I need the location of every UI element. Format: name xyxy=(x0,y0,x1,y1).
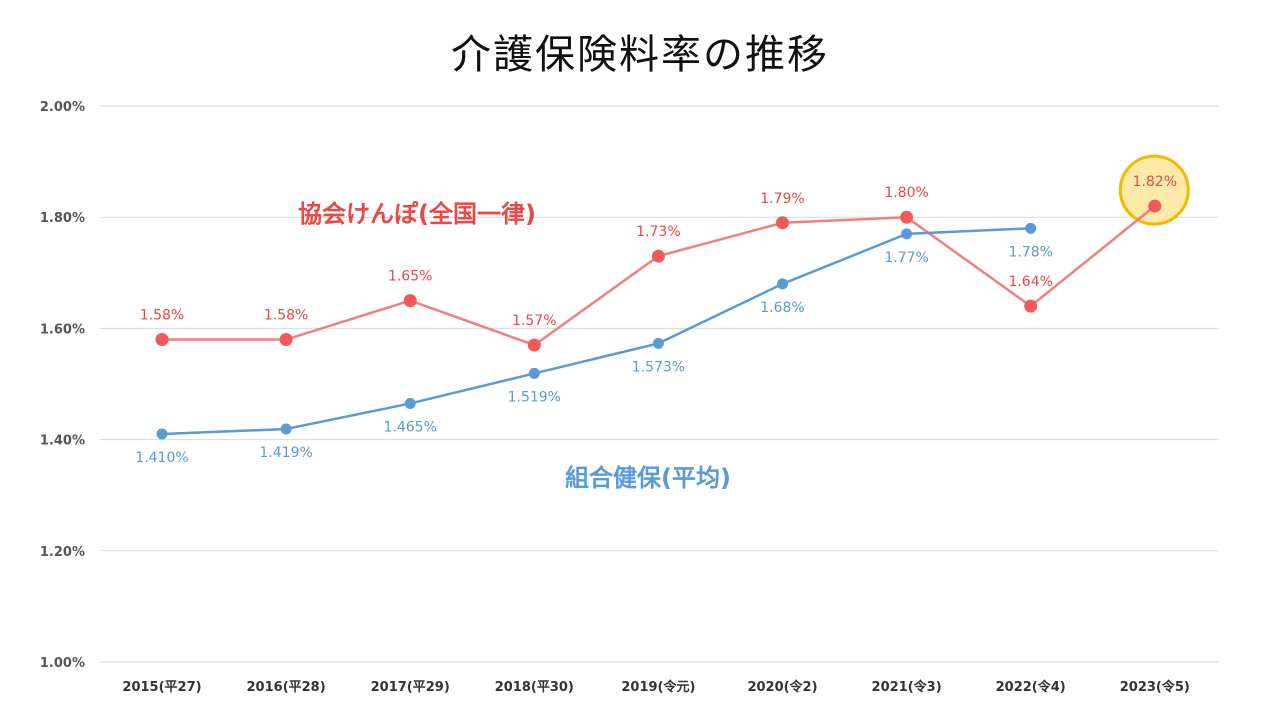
data-label: 1.80% xyxy=(884,185,928,201)
data-label: 1.519% xyxy=(508,389,561,405)
data-point xyxy=(155,333,169,347)
data-point xyxy=(527,338,541,352)
data-point xyxy=(1025,222,1037,234)
data-label: 1.65% xyxy=(388,269,432,285)
data-point xyxy=(776,216,789,230)
x-tick-label: 2015(平27) xyxy=(122,680,201,695)
series-names: 協会けんぽ(全国一律) 組合健保(平均) xyxy=(298,200,731,492)
x-tick-label: 2020(令2) xyxy=(747,679,817,695)
data-point xyxy=(1148,199,1162,213)
highlight-marker xyxy=(1118,154,1190,226)
x-tick-label: 2021(令3) xyxy=(872,679,942,695)
data-label: 1.68% xyxy=(760,300,804,316)
data-point xyxy=(900,210,914,224)
data-label: 1.82% xyxy=(1133,174,1177,190)
y-tick-label: 1.80% xyxy=(40,211,85,226)
data-label: 1.77% xyxy=(884,250,928,266)
y-tick-label: 1.40% xyxy=(40,434,85,449)
data-point xyxy=(403,294,417,308)
x-tick-label: 2016(平28) xyxy=(247,680,326,695)
data-labels: 1.58% 1.58% 1.65% 1.57% 1.73% 1.79% 1.80% 1.64%… xyxy=(135,174,1177,466)
series-name-kyokai: 協会けんぽ(全国一律) xyxy=(298,200,536,228)
data-label: 1.58% xyxy=(140,308,184,324)
series-name-kumiai: 組合健保(平均) xyxy=(565,464,731,492)
y-tick-label: 1.20% xyxy=(40,545,85,560)
series-points xyxy=(155,199,1162,440)
data-label: 1.78% xyxy=(1008,244,1052,260)
x-tick-label: 2019(令元) xyxy=(621,679,695,695)
data-point xyxy=(280,423,292,435)
data-label: 1.57% xyxy=(512,313,556,329)
data-point xyxy=(1024,299,1038,313)
data-label: 1.73% xyxy=(636,224,680,240)
x-axis-ticks: 2015(平27) 2016(平28) 2017(平29) 2018(平30) 2019… xyxy=(122,679,1189,695)
gridlines xyxy=(100,105,1218,663)
data-point xyxy=(279,333,293,347)
x-tick-label: 2022(令4) xyxy=(996,679,1066,695)
data-point xyxy=(651,249,665,263)
highlight-circle xyxy=(1118,154,1190,226)
data-point xyxy=(528,367,540,379)
y-tick-label: 2.00% xyxy=(40,100,85,115)
data-label: 1.465% xyxy=(384,419,437,435)
x-tick-label: 2023(令5) xyxy=(1120,679,1190,695)
data-label: 1.410% xyxy=(135,450,188,466)
data-label: 1.79% xyxy=(760,191,804,207)
data-point xyxy=(156,428,168,440)
data-point xyxy=(901,228,913,240)
y-tick-label: 1.00% xyxy=(40,656,85,671)
chart-title: 介護保険料率の推移 xyxy=(451,32,829,78)
series-line-1 xyxy=(161,227,1031,436)
x-tick-label: 2018(平30) xyxy=(495,680,574,695)
series-lines xyxy=(161,205,1156,436)
data-label: 1.58% xyxy=(264,308,308,324)
x-tick-label: 2017(平29) xyxy=(371,680,450,695)
y-axis-ticks: 1.00% 1.20% 1.40% 1.60% 1.80% 2.00% xyxy=(40,100,85,671)
data-label: 1.64% xyxy=(1008,274,1052,290)
data-point xyxy=(652,337,664,349)
data-point xyxy=(404,397,416,409)
y-tick-label: 1.60% xyxy=(40,322,85,337)
data-point xyxy=(777,278,788,290)
data-label: 1.573% xyxy=(632,359,685,375)
data-label: 1.419% xyxy=(259,445,312,461)
